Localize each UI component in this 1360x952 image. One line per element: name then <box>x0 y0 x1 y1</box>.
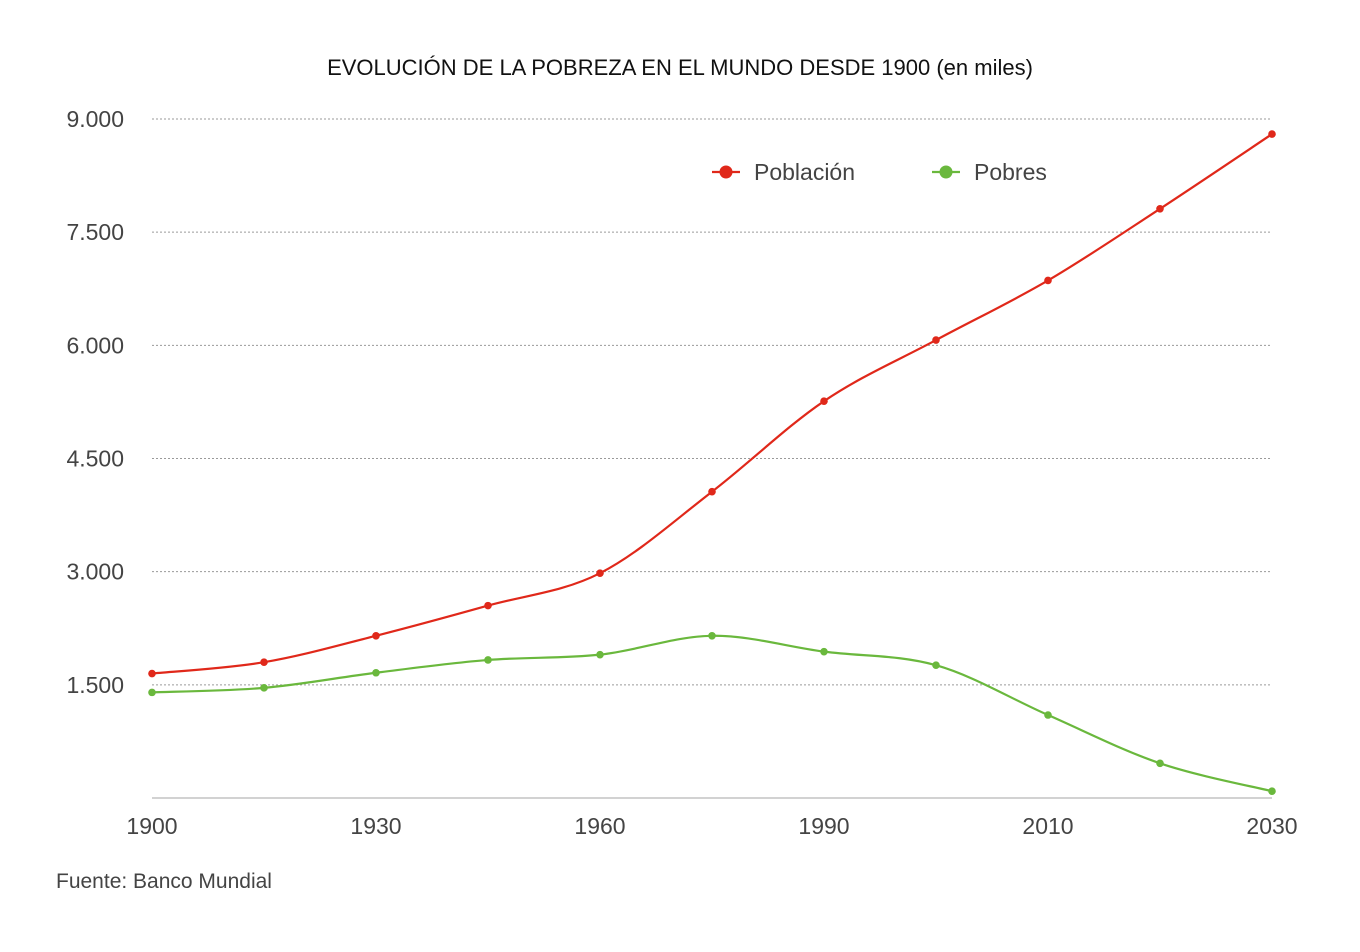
data-point-poblacion-1975 <box>708 487 716 496</box>
legend-marker-poblacion <box>719 165 733 179</box>
data-point-pobres-1945 <box>484 656 492 664</box>
data-point-poblacion-1915 <box>260 658 268 666</box>
data-point-poblacion-1990 <box>820 397 828 405</box>
legend-marker-pobres <box>939 165 953 179</box>
data-point-poblacion-2010 <box>1044 276 1052 285</box>
y-tick-label: 6.000 <box>66 332 124 358</box>
data-point-pobres-1990 <box>820 647 828 656</box>
y-tick-label: 7.500 <box>66 219 124 245</box>
data-point-pobres-1960 <box>596 650 604 659</box>
chart-title: EVOLUCIÓN DE LA POBREZA EN EL MUNDO DESD… <box>327 55 1033 80</box>
x-tick-label: 1990 <box>798 813 849 839</box>
y-tick-label: 9.000 <box>66 106 124 132</box>
y-tick-label: 3.000 <box>66 559 124 585</box>
y-tick-label: 4.500 <box>66 446 124 472</box>
series-line-poblacion <box>151 133 1273 675</box>
data-point-poblacion-1930 <box>372 631 380 640</box>
data-point-poblacion-2030 <box>1268 130 1276 138</box>
data-point-pobres-1930 <box>372 668 380 677</box>
series-line-pobres <box>151 634 1273 793</box>
legend-label-poblacion: Población <box>754 159 855 185</box>
data-point-poblacion-1900 <box>148 669 156 678</box>
gridlines <box>152 118 1272 686</box>
axes: 1.500 3.000 4.500 6.000 7.500 9.000 1900 1930 19… <box>66 106 1297 839</box>
x-tick-label: 2030 <box>1246 813 1297 839</box>
source-note: Fuente: Banco Mundial <box>56 870 272 893</box>
data-point-poblacion-1945 <box>484 601 492 610</box>
data-point-poblacion-1960 <box>596 569 604 577</box>
data-point-pobres-2005 <box>932 661 940 670</box>
x-tick-label: 1900 <box>126 813 177 839</box>
legend-label-pobres: Pobres <box>974 159 1047 185</box>
data-point-poblacion-2020 <box>1156 204 1164 213</box>
legend: Población Pobres <box>712 159 1047 185</box>
data-point-poblacion-2005 <box>932 336 940 344</box>
y-tick-label: 1.500 <box>66 672 124 698</box>
data-point-pobres-1900 <box>148 688 156 697</box>
series-lines <box>148 130 1276 796</box>
x-tick-label: 1960 <box>574 813 625 839</box>
x-tick-label: 1930 <box>350 813 401 839</box>
data-point-pobres-1915 <box>260 684 268 692</box>
data-point-pobres-2010 <box>1044 711 1052 719</box>
data-point-pobres-1975 <box>708 631 716 640</box>
data-point-pobres-2020 <box>1156 759 1164 768</box>
data-point-pobres-2030 <box>1268 787 1276 796</box>
x-tick-label: 2010 <box>1022 813 1073 839</box>
